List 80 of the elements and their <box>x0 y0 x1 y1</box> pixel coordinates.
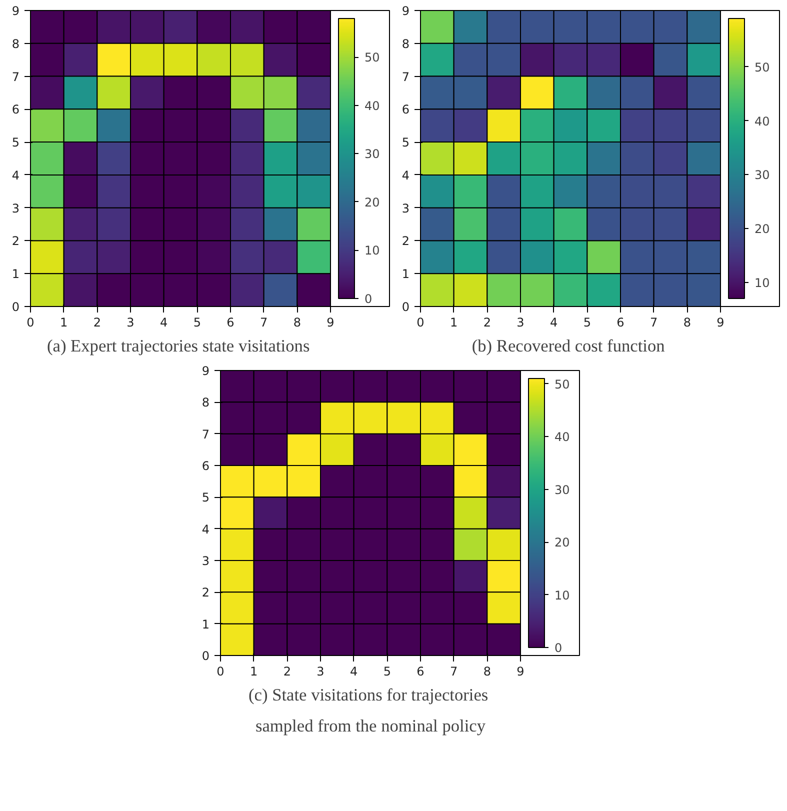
color-bar-label: 20 <box>754 222 770 236</box>
y-tick-label: 6 <box>12 102 20 117</box>
color-bar-label: 20 <box>364 195 380 210</box>
x-tick-label: 4 <box>350 664 358 678</box>
x-tick-label: 1 <box>450 316 458 330</box>
y-tick-label: 3 <box>12 201 20 216</box>
y-tick-label: 2 <box>202 586 210 600</box>
x-tick-label: 5 <box>193 316 201 330</box>
y-tick-label: 3 <box>202 554 210 568</box>
y-tick-label: 4 <box>202 522 210 536</box>
x-tick-label: 0 <box>26 316 34 330</box>
x-tick-label: 7 <box>260 316 268 330</box>
color-bar-label: 30 <box>554 482 570 497</box>
x-tick-label: 8 <box>483 664 491 678</box>
x-tick-label: 7 <box>450 664 458 678</box>
x-tick-label: 9 <box>516 664 524 678</box>
y-tick-label: 8 <box>402 36 410 51</box>
color-bar-label: 0 <box>364 292 372 306</box>
x-tick-label: 2 <box>93 316 101 330</box>
color-bar-label: 50 <box>554 377 570 392</box>
y-tick-label: 2 <box>402 234 410 248</box>
x-tick-label: 4 <box>160 316 168 330</box>
y-tick-label: 7 <box>12 70 20 84</box>
x-tick-label: 3 <box>516 316 524 330</box>
x-tick-label: 3 <box>126 316 134 330</box>
color-bar-label: 40 <box>364 98 380 113</box>
y-tick-label: 5 <box>12 136 20 150</box>
y-tick-label: 5 <box>202 490 210 505</box>
y-tick-label: 9 <box>202 364 210 378</box>
text: (b) Recovered cost function <box>472 336 666 356</box>
y-tick-label: 3 <box>402 201 410 216</box>
color-bar-label: 10 <box>754 276 770 290</box>
x-tick-label: 6 <box>416 664 424 678</box>
y-tick-label: 4 <box>402 168 410 182</box>
color-bar-label: 40 <box>754 114 770 128</box>
color-bar-label: 40 <box>554 430 570 444</box>
y-tick-label: 7 <box>202 427 210 442</box>
color-bar-label: 10 <box>364 244 380 258</box>
color-bar-label: 0 <box>554 641 562 655</box>
x-tick-label: 5 <box>383 664 391 678</box>
y-tick-label: 5 <box>402 136 410 150</box>
y-tick-label: 1 <box>202 617 210 632</box>
x-tick-label: 6 <box>226 316 234 330</box>
y-tick-label: 2 <box>12 234 20 248</box>
text: (c) State visitations for trajectories sampled from the nominal policy <box>248 686 488 736</box>
y-tick-label: 4 <box>12 168 20 182</box>
y-tick-label: 1 <box>12 267 20 282</box>
color-bar-label: 30 <box>364 147 380 162</box>
x-tick-label: 2 <box>483 316 491 330</box>
x-tick-label: 8 <box>683 316 691 330</box>
y-tick-label: 6 <box>402 102 410 117</box>
y-tick-label: 9 <box>402 4 410 18</box>
x-tick-label: 2 <box>283 664 291 678</box>
x-tick-label: 8 <box>293 316 301 330</box>
x-tick-label: 0 <box>216 664 224 678</box>
color-bar-label: 10 <box>554 588 570 602</box>
x-tick-label: 4 <box>550 316 558 330</box>
color-bar-label: 50 <box>754 60 770 74</box>
y-tick-label: 0 <box>402 300 410 314</box>
x-tick-label: 5 <box>583 316 591 330</box>
color-bar-label: 20 <box>554 536 570 550</box>
x-tick-label: 1 <box>60 316 68 330</box>
y-tick-label: 6 <box>202 459 210 473</box>
y-tick-label: 1 <box>402 267 410 282</box>
y-tick-label: 8 <box>12 36 20 51</box>
x-tick-label: 9 <box>326 316 334 330</box>
x-tick-label: 7 <box>650 316 658 330</box>
color-bar-label: 50 <box>364 50 380 65</box>
x-tick-label: 9 <box>716 316 724 330</box>
x-tick-label: 1 <box>250 664 258 678</box>
text: (a) Expert trajectories state visitations <box>46 336 310 356</box>
x-tick-label: 0 <box>416 316 424 330</box>
y-tick-label: 0 <box>202 649 210 663</box>
color-bar-label: 30 <box>754 168 770 182</box>
x-tick-label: 6 <box>616 316 624 330</box>
x-tick-label: 3 <box>316 664 324 678</box>
y-tick-label: 8 <box>202 396 210 410</box>
y-tick-label: 0 <box>12 300 20 314</box>
y-tick-label: 7 <box>402 70 410 84</box>
y-tick-label: 9 <box>12 4 20 18</box>
